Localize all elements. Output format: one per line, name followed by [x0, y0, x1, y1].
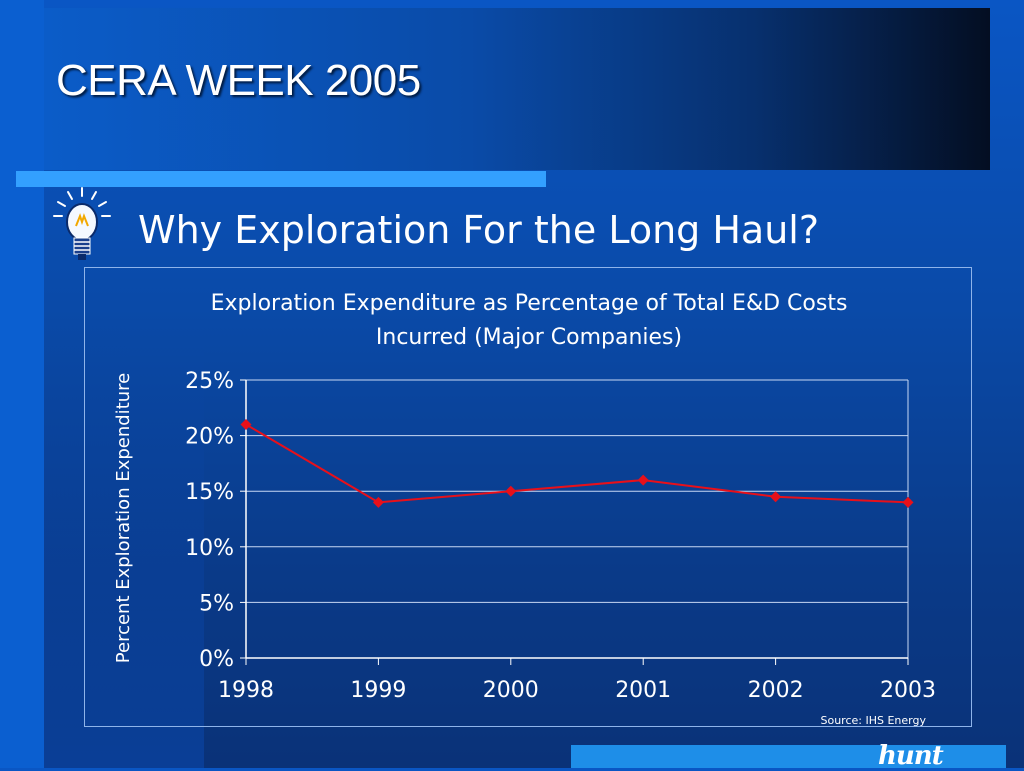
line-chart: Exploration Expenditure as Percentage of… — [113, 291, 936, 727]
x-tick-label: 2000 — [483, 678, 539, 703]
x-tick-label: 1998 — [218, 678, 274, 703]
y-tick-label: 20% — [185, 425, 234, 450]
y-tick-label: 0% — [199, 647, 234, 672]
series-line — [245, 423, 909, 504]
data-point-marker — [637, 474, 649, 486]
left-decor-shade — [44, 320, 204, 768]
chart-source: Source: IHS Energy — [821, 714, 927, 727]
lightbulb-icon — [53, 187, 111, 260]
chart-title-line2: Incurred (Major Companies) — [376, 325, 682, 350]
slide-title: CERA WEEK 2005 — [56, 56, 421, 105]
x-tick-label: 2003 — [880, 678, 936, 703]
x-tick-label: 1999 — [350, 678, 406, 703]
data-point-marker — [505, 485, 517, 497]
data-point-marker — [902, 496, 914, 508]
footer-bar — [571, 745, 1006, 768]
hunt-logo: hunt — [878, 741, 944, 771]
y-tick-label: 15% — [185, 480, 234, 505]
data-point-marker — [372, 496, 384, 508]
chart-frame: Exploration Expenditure as Percentage of… — [84, 267, 972, 727]
title-banner — [44, 8, 990, 170]
x-tick-label: 2002 — [748, 678, 804, 703]
data-point-marker — [240, 418, 252, 430]
y-tick-label: 5% — [199, 591, 234, 616]
y-tick-label: 25% — [185, 369, 234, 394]
chart-title-line1: Exploration Expenditure as Percentage of… — [211, 291, 848, 316]
y-axis-label: Percent Exploration Expenditure — [113, 373, 134, 663]
plot-area: 0% 5% 10% 15% 20% 25% 1998 1999 2000 2001 2002 2003 — [185, 369, 936, 703]
x-tick-label: 2001 — [615, 678, 671, 703]
left-decor-strip — [0, 0, 44, 768]
slide-subtitle: Why Exploration For the Long Haul? — [138, 208, 820, 252]
y-tick-label: 10% — [185, 536, 234, 561]
title-underline-bar — [16, 171, 546, 187]
data-point-marker — [770, 491, 782, 503]
